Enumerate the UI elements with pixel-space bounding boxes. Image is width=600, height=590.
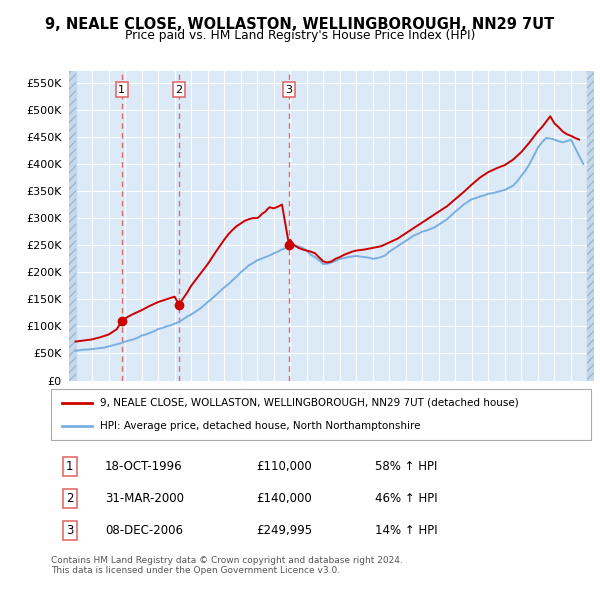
Bar (69, 71, 76, 381)
Text: Price paid vs. HM Land Registry's House Price Index (HPI): Price paid vs. HM Land Registry's House … (125, 30, 475, 42)
Text: Contains HM Land Registry data © Crown copyright and database right 2024.: Contains HM Land Registry data © Crown c… (51, 556, 403, 565)
Text: 2: 2 (66, 492, 74, 505)
FancyBboxPatch shape (51, 389, 591, 440)
Text: 58% ↑ HPI: 58% ↑ HPI (375, 460, 437, 473)
Text: 1: 1 (66, 460, 74, 473)
Text: 1: 1 (118, 85, 125, 95)
Text: 3: 3 (66, 524, 74, 537)
Text: This data is licensed under the Open Government Licence v3.0.: This data is licensed under the Open Gov… (51, 566, 340, 575)
Bar (69, 71, 76, 381)
Text: 9, NEALE CLOSE, WOLLASTON, WELLINGBOROUGH, NN29 7UT (detached house): 9, NEALE CLOSE, WOLLASTON, WELLINGBOROUG… (100, 398, 518, 408)
Text: 14% ↑ HPI: 14% ↑ HPI (375, 524, 437, 537)
Text: HPI: Average price, detached house, North Northamptonshire: HPI: Average price, detached house, Nort… (100, 421, 420, 431)
Text: 31-MAR-2000: 31-MAR-2000 (105, 492, 184, 505)
Text: 46% ↑ HPI: 46% ↑ HPI (375, 492, 437, 505)
Text: 2: 2 (175, 85, 182, 95)
Text: £249,995: £249,995 (256, 524, 313, 537)
Text: 08-DEC-2006: 08-DEC-2006 (105, 524, 183, 537)
Text: £110,000: £110,000 (256, 460, 312, 473)
Text: 3: 3 (286, 85, 293, 95)
Text: 18-OCT-1996: 18-OCT-1996 (105, 460, 182, 473)
Text: £140,000: £140,000 (256, 492, 312, 505)
Bar (587, 71, 594, 381)
Text: 9, NEALE CLOSE, WOLLASTON, WELLINGBOROUGH, NN29 7UT: 9, NEALE CLOSE, WOLLASTON, WELLINGBOROUG… (46, 17, 554, 31)
Bar (587, 71, 594, 381)
